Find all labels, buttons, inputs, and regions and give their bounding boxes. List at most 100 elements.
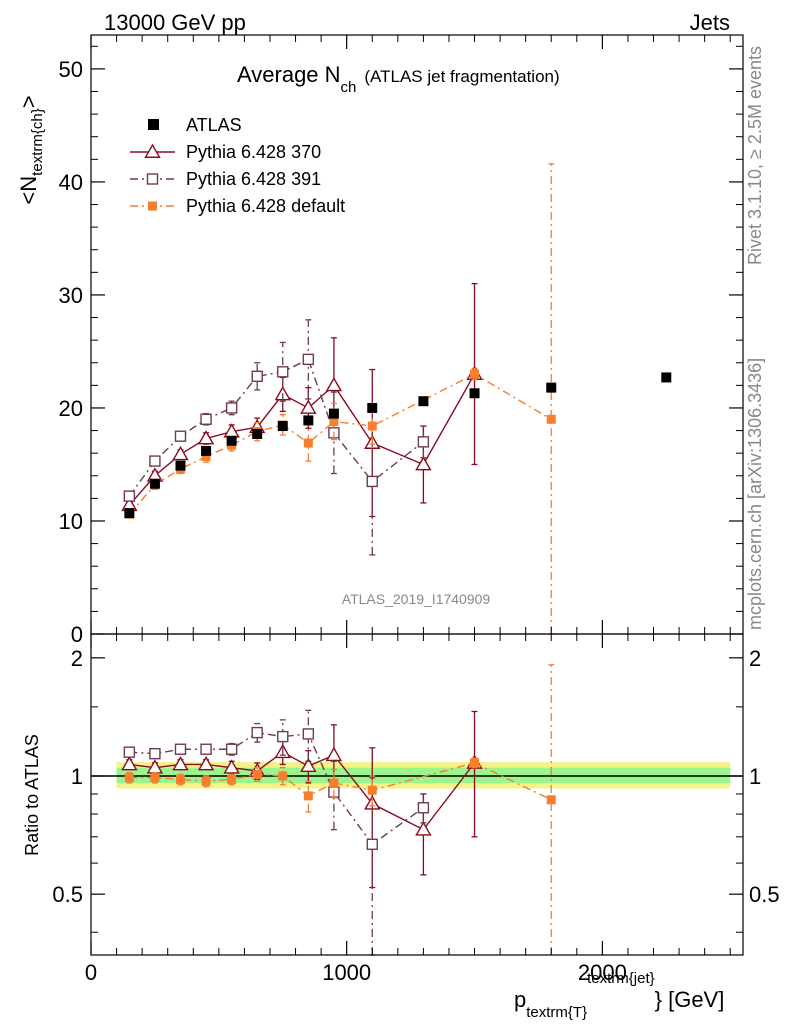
series-0-point — [197, 430, 215, 445]
series-2-point — [367, 421, 377, 431]
mcplots-label: mcplots.cern.ch [arXiv:1306.3436] — [745, 358, 765, 630]
series-2-ratio-point — [329, 778, 339, 788]
atlas-data-point — [661, 372, 672, 383]
series-2-point — [201, 452, 211, 462]
series-1-ratio-point — [149, 747, 161, 760]
atlas-data-point — [303, 415, 314, 426]
series-1-point — [366, 475, 378, 488]
series-0-point — [415, 456, 432, 471]
series-0-point — [325, 376, 343, 392]
atlas-data-point — [175, 460, 186, 471]
y-tick-label: 40 — [59, 170, 83, 195]
series-2-ratio-point — [175, 774, 185, 784]
x-tick-label: 2000 — [578, 960, 627, 985]
header-right: Jets — [690, 10, 730, 35]
y-tick-label: 0 — [71, 622, 83, 647]
chart-title-main: Average N — [237, 62, 341, 87]
series-2-ratio-point — [150, 773, 160, 783]
atlas-data-point — [226, 435, 237, 446]
series-2-ratio-line — [129, 762, 552, 801]
ratio-frame — [90, 633, 744, 956]
main-panel — [121, 163, 672, 635]
series-1-ratio-line — [129, 731, 424, 846]
series-2-ratio-point — [367, 785, 377, 795]
x-axis-label: ptextrm{T}textrm{jet}} [GeV] — [514, 970, 724, 1021]
x-axis-label-sup: textrm{jet} — [587, 970, 655, 987]
legend-series-2-label: Pythia 6.428 default — [186, 196, 345, 216]
series-1-ratio-point — [251, 726, 263, 739]
y-axis-label-sub: textrm{ch} — [29, 108, 46, 176]
series-2-ratio-point — [201, 776, 211, 786]
series-1-point — [174, 430, 187, 442]
series-0-ratio-point — [300, 757, 317, 773]
x-tick-label: 0 — [85, 960, 97, 985]
x-axis-label-end: } [GeV] — [655, 987, 725, 1012]
y-tick-label: 10 — [59, 509, 83, 534]
ratio-y-tick-label-left: 0.5 — [52, 882, 83, 907]
atlas-data-point — [469, 388, 480, 399]
series-2-ratio-point — [227, 774, 237, 784]
y-tick-label: 20 — [59, 396, 83, 421]
atlas-data-point — [367, 402, 378, 413]
y-axis-label-end: > — [16, 95, 41, 108]
legend-series-2-marker — [148, 201, 157, 211]
legend: ATLAS Pythia 6.428 370 Pythia 6.428 391 Pyt… — [130, 115, 345, 216]
series-0-ratio-point — [121, 756, 138, 771]
series-0-ratio-point — [325, 746, 343, 762]
series-2-point — [329, 417, 339, 427]
y-tick-label: 30 — [59, 283, 83, 308]
atlas-data-point — [418, 396, 429, 407]
series-0-ratio-point — [172, 756, 189, 771]
series-1-point — [200, 413, 212, 425]
series-2-point — [470, 369, 480, 379]
atlas-data-point — [328, 408, 339, 419]
chart-title-paren: (ATLAS jet fragmentation) — [364, 67, 559, 86]
series-2-point — [303, 438, 313, 448]
legend-series-0-label: Pythia 6.428 370 — [186, 142, 321, 162]
ratio-y-axis-label: Ratio to ATLAS — [22, 734, 42, 856]
series-1-point — [251, 370, 263, 383]
ratio-y-tick-label-right: 1 — [749, 764, 761, 789]
series-2-ratio-point — [546, 795, 556, 805]
legend-series-1-marker — [146, 173, 159, 185]
legend-atlas-label: ATLAS — [186, 115, 242, 135]
atlas-data-point — [124, 508, 135, 519]
series-1-point — [277, 366, 289, 378]
series-0-ratio-point — [223, 759, 240, 774]
header-left: 13000 GeV pp — [104, 10, 246, 35]
series-2-ratio-point — [303, 791, 313, 801]
series-0-ratio-point — [415, 821, 432, 836]
series-0-point — [300, 399, 317, 414]
ratio-y-tick-label-right: 2 — [749, 646, 761, 671]
x-axis-label-sub: textrm{T} — [526, 1004, 587, 1021]
y-axis-label: <Ntextrm{ch}> — [16, 95, 46, 204]
y-axis-label-main: <N — [16, 176, 41, 205]
analysis-watermark: ATLAS_2019_I1740909 — [342, 591, 491, 607]
series-1-line — [128, 358, 424, 497]
series-2-ratio-point — [278, 771, 288, 781]
series-0-point — [172, 445, 189, 461]
series-1-point — [225, 402, 238, 414]
series-1-ratio-point — [200, 743, 212, 755]
series-1-ratio-point — [123, 746, 136, 758]
series-1-ratio-point — [302, 728, 315, 740]
series-0-ratio-point — [197, 756, 215, 771]
ratio-y-tick-label-left: 1 — [71, 764, 83, 789]
series-1-point — [417, 436, 430, 448]
atlas-data-point — [149, 478, 160, 489]
series-2-ratio-point — [470, 758, 480, 768]
x-tick-label: 1000 — [322, 960, 371, 985]
series-1-point — [123, 490, 136, 502]
series-2-point — [546, 414, 556, 424]
ratio-panel — [91, 664, 743, 956]
series-2-line — [128, 373, 552, 515]
y-tick-label: 50 — [59, 57, 83, 82]
atlas-data-point — [201, 445, 212, 456]
x-axis-label-main: p — [514, 987, 526, 1012]
series-2-ratio-point — [252, 769, 262, 779]
atlas-data-point — [546, 382, 557, 393]
chart-title-sub: ch — [341, 79, 357, 96]
legend-atlas-marker — [148, 119, 159, 130]
